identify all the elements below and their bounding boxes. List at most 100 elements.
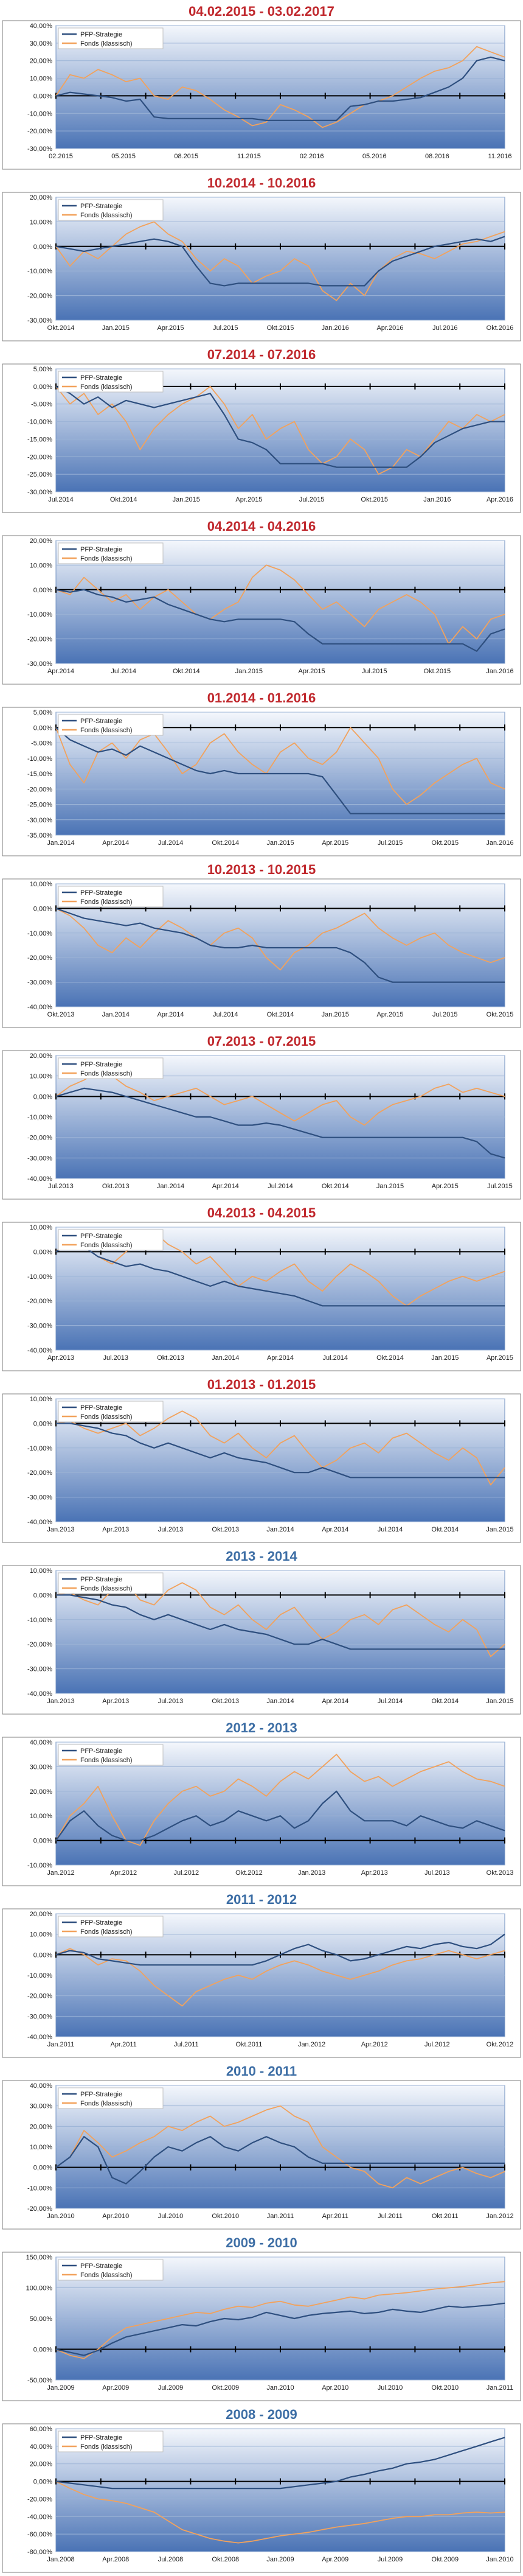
legend-label-strategy: PFP-Strategie <box>80 1919 122 1927</box>
y-tick-label: -25,00% <box>27 802 52 809</box>
x-tick-label: Jul.2011 <box>378 2213 403 2220</box>
chart-panel: 07.2014 - 07.2016 5,00% 0,00% -5,00% -10,00%… <box>0 343 523 515</box>
x-tick-label: Okt.2014 <box>431 1698 459 1705</box>
x-tick-label: Jan.2015 <box>173 496 200 503</box>
chart-title: 2012 - 2013 <box>226 1720 297 1735</box>
legend-label-strategy: PFP-Strategie <box>80 1404 122 1412</box>
x-tick-label: Jul.2013 <box>158 1698 184 1705</box>
x-tick-label: Apr.2013 <box>102 1526 129 1533</box>
y-tick-label: -30,00% <box>27 1155 52 1162</box>
y-tick-label: -10,00% <box>27 930 52 937</box>
x-tick-label: Okt.2015 <box>267 324 294 332</box>
x-tick-label: Okt.2014 <box>47 324 75 332</box>
x-tick-label: Okt.2011 <box>236 2041 263 2048</box>
series-line-strategy <box>55 56 505 121</box>
y-tick-label: -30,00% <box>27 660 52 668</box>
y-tick-label: 20,00% <box>30 58 53 65</box>
chart-title: 01.2013 - 01.2015 <box>207 1377 316 1392</box>
series-line-fund <box>55 908 505 971</box>
y-tick-label: -40,00% <box>27 1519 52 1526</box>
y-tick-label: 10,00% <box>30 2144 53 2151</box>
x-tick-label: Jan.2010 <box>266 2384 294 2392</box>
x-tick-label: Okt.2009 <box>212 2384 239 2392</box>
x-tick-label: Jul.2015 <box>378 839 403 847</box>
x-tick-label: Apr.2015 <box>487 1354 513 1362</box>
x-tick-label: Jan.2016 <box>322 324 349 332</box>
chart-panel: 01.2013 - 01.2015 10,00% 0,00% -10,00% -20,0… <box>0 1373 523 1545</box>
legend-label-strategy: PFP-Strategie <box>80 1576 122 1583</box>
y-tick-label: 0,00% <box>33 724 52 732</box>
y-tick-label: -30,00% <box>27 1666 52 1673</box>
y-tick-label: -50,00% <box>27 2377 52 2384</box>
x-tick-label: 08.2015 <box>174 153 198 160</box>
legend-label-fund: Fonds (klassisch) <box>80 2443 133 2451</box>
x-tick-label: Jan.2014 <box>102 1011 130 1018</box>
y-tick-label: -5,00% <box>31 401 52 408</box>
y-tick-label: -10,00% <box>27 1617 52 1624</box>
legend-label-strategy: PFP-Strategie <box>80 31 122 38</box>
line-chart: 20,00%10,00%0,00%-10,00%-20,00%-30,00%Ok… <box>2 192 521 341</box>
chart-panel: 2008 - 2009 60,00% 40,00% 20,00% 0,00% -20,00… <box>0 2403 523 2575</box>
y-tick-label: -5,00% <box>31 740 52 747</box>
y-tick-label: -40,00% <box>27 2513 52 2521</box>
chart-title: 01.2014 - 01.2016 <box>207 690 316 705</box>
y-tick-label: 40,00% <box>30 1739 53 1746</box>
x-tick-label: Apr.2015 <box>376 1011 403 1018</box>
x-tick-label: Jul.2014 <box>268 1183 293 1190</box>
legend-label-fund: Fonds (klassisch) <box>80 555 133 562</box>
x-tick-label: Jan.2014 <box>212 1354 239 1362</box>
y-tick-label: 10,00% <box>30 881 53 888</box>
legend <box>58 886 164 908</box>
y-tick-label: -80,00% <box>27 2549 52 2556</box>
x-tick-label: 11.2015 <box>237 153 261 160</box>
y-tick-label: -10,00% <box>27 1273 52 1281</box>
x-tick-label: Jan.2015 <box>376 1183 404 1190</box>
chart-panel: 2010 - 2011 40,00% 30,00% 20,00% 10,00% 0,00%… <box>0 2060 523 2231</box>
legend-label-fund: Fonds (klassisch) <box>80 898 133 906</box>
y-tick-label: -30,00% <box>27 317 52 324</box>
line-chart: 20,00%10,00%0,00%-10,00%-20,00%-30,00%Ap… <box>2 535 521 685</box>
y-tick-label: 10,00% <box>30 1073 53 1080</box>
line-chart: 150,00% 100,00% 50,00% 0,00% -50,00%Jan.2009… <box>2 2252 521 2401</box>
series-line-fund <box>55 2105 505 2189</box>
x-tick-label: Okt.2012 <box>235 1869 263 1877</box>
legend-label-fund: Fonds (klassisch) <box>80 1585 133 1592</box>
x-tick-label: Okt.2014 <box>431 1526 459 1533</box>
x-tick-label: Jan.2015 <box>102 324 130 332</box>
y-tick-label: 0,00% <box>33 1248 52 1256</box>
x-tick-label: Jan.2012 <box>47 1869 74 1877</box>
x-tick-label: Jan.2016 <box>486 668 513 675</box>
legend <box>58 542 164 564</box>
line-chart: 10,00%0,00%-10,00%-20,00%-30,00%-40,00%J… <box>2 1393 521 1543</box>
y-tick-label: 0,00% <box>33 1093 52 1101</box>
x-tick-label: Apr.2015 <box>235 496 262 503</box>
y-tick-label: -20,00% <box>27 1469 52 1477</box>
line-chart: 40,00%30,00%20,00%10,00%0,00%-10,00%Jan.… <box>2 1737 521 1886</box>
chart-title: 04.02.2015 - 03.02.2017 <box>189 4 334 19</box>
chart-panel: 10.2013 - 10.2015 10,00% 0,00% -10,00% -20,0… <box>0 858 523 1030</box>
chart-panel: 04.2014 - 04.2016 20,00% 10,00% 0,00% -10,00… <box>0 515 523 687</box>
legend-label-fund: Fonds (klassisch) <box>80 2100 133 2107</box>
x-tick-label: Apr.2009 <box>322 2556 348 2563</box>
x-tick-label: Jan.2015 <box>431 1354 459 1362</box>
y-tick-label: -30,00% <box>27 1494 52 1502</box>
y-tick-label: 50,00% <box>30 2315 53 2323</box>
y-tick-label: 20,00% <box>30 1911 53 1918</box>
x-tick-label: Okt.2012 <box>487 2041 514 2048</box>
y-tick-label: 40,00% <box>30 2082 53 2090</box>
y-tick-label: -20,00% <box>27 453 52 461</box>
x-tick-label: Jul.2013 <box>103 1354 128 1362</box>
y-tick-label: -20,00% <box>27 2205 52 2213</box>
legend-label-fund: Fonds (klassisch) <box>80 727 133 734</box>
x-tick-label: Apr.2008 <box>102 2556 129 2563</box>
y-tick-label: 10,00% <box>30 75 53 83</box>
line-chart: 40,00% 30,00% 20,00% 10,00% 0,00% -10,00% -20,… <box>2 20 521 170</box>
series-line-strategy <box>55 1244 505 1307</box>
series-line-fund <box>55 1754 505 1846</box>
x-tick-label: Apr.2014 <box>322 1526 348 1533</box>
y-tick-label: 0,00% <box>33 587 52 594</box>
x-tick-label: Apr.2011 <box>111 2041 137 2048</box>
series-line-fund <box>55 564 505 645</box>
y-tick-label: 10,00% <box>30 562 53 569</box>
